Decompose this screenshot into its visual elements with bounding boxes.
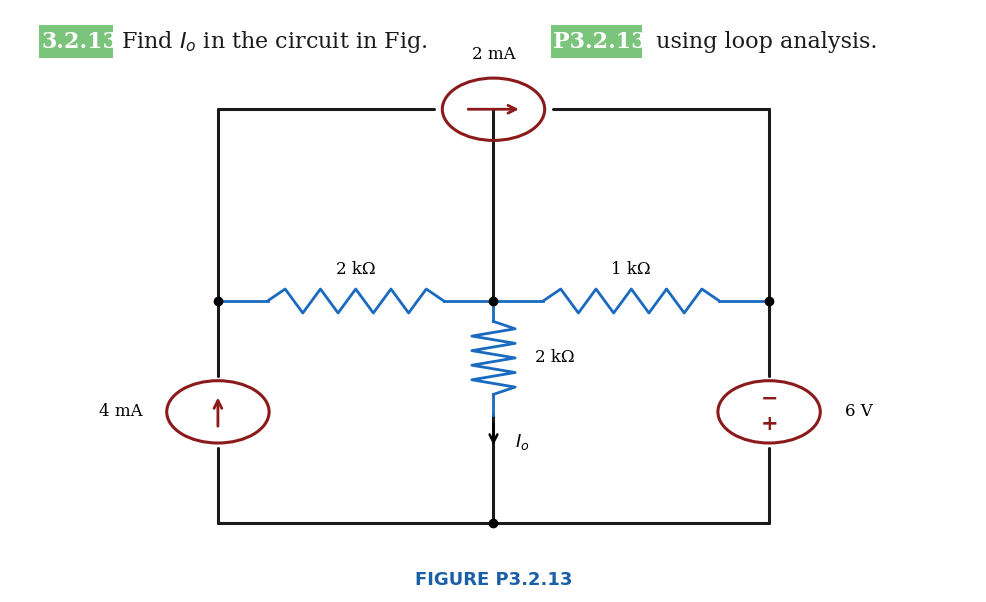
FancyBboxPatch shape [550,25,642,58]
Text: 2 kΩ: 2 kΩ [335,261,375,278]
Text: using loop analysis.: using loop analysis. [649,31,877,52]
Text: FIGURE P3.2.13: FIGURE P3.2.13 [414,571,572,589]
Text: $I_o$: $I_o$ [515,432,529,452]
Text: 3.2.13: 3.2.13 [41,31,118,52]
Text: Find $I_o$ in the circuit in Fig.: Find $I_o$ in the circuit in Fig. [121,28,430,55]
Text: 2 mA: 2 mA [471,46,515,63]
Text: 6 V: 6 V [844,403,872,420]
Text: −: − [759,389,777,409]
Text: 2 kΩ: 2 kΩ [534,349,574,367]
Text: P3.2.13: P3.2.13 [552,31,646,52]
Text: 1 kΩ: 1 kΩ [611,261,651,278]
Text: +: + [759,414,777,433]
Text: 4 mA: 4 mA [99,403,142,420]
FancyBboxPatch shape [38,25,112,58]
